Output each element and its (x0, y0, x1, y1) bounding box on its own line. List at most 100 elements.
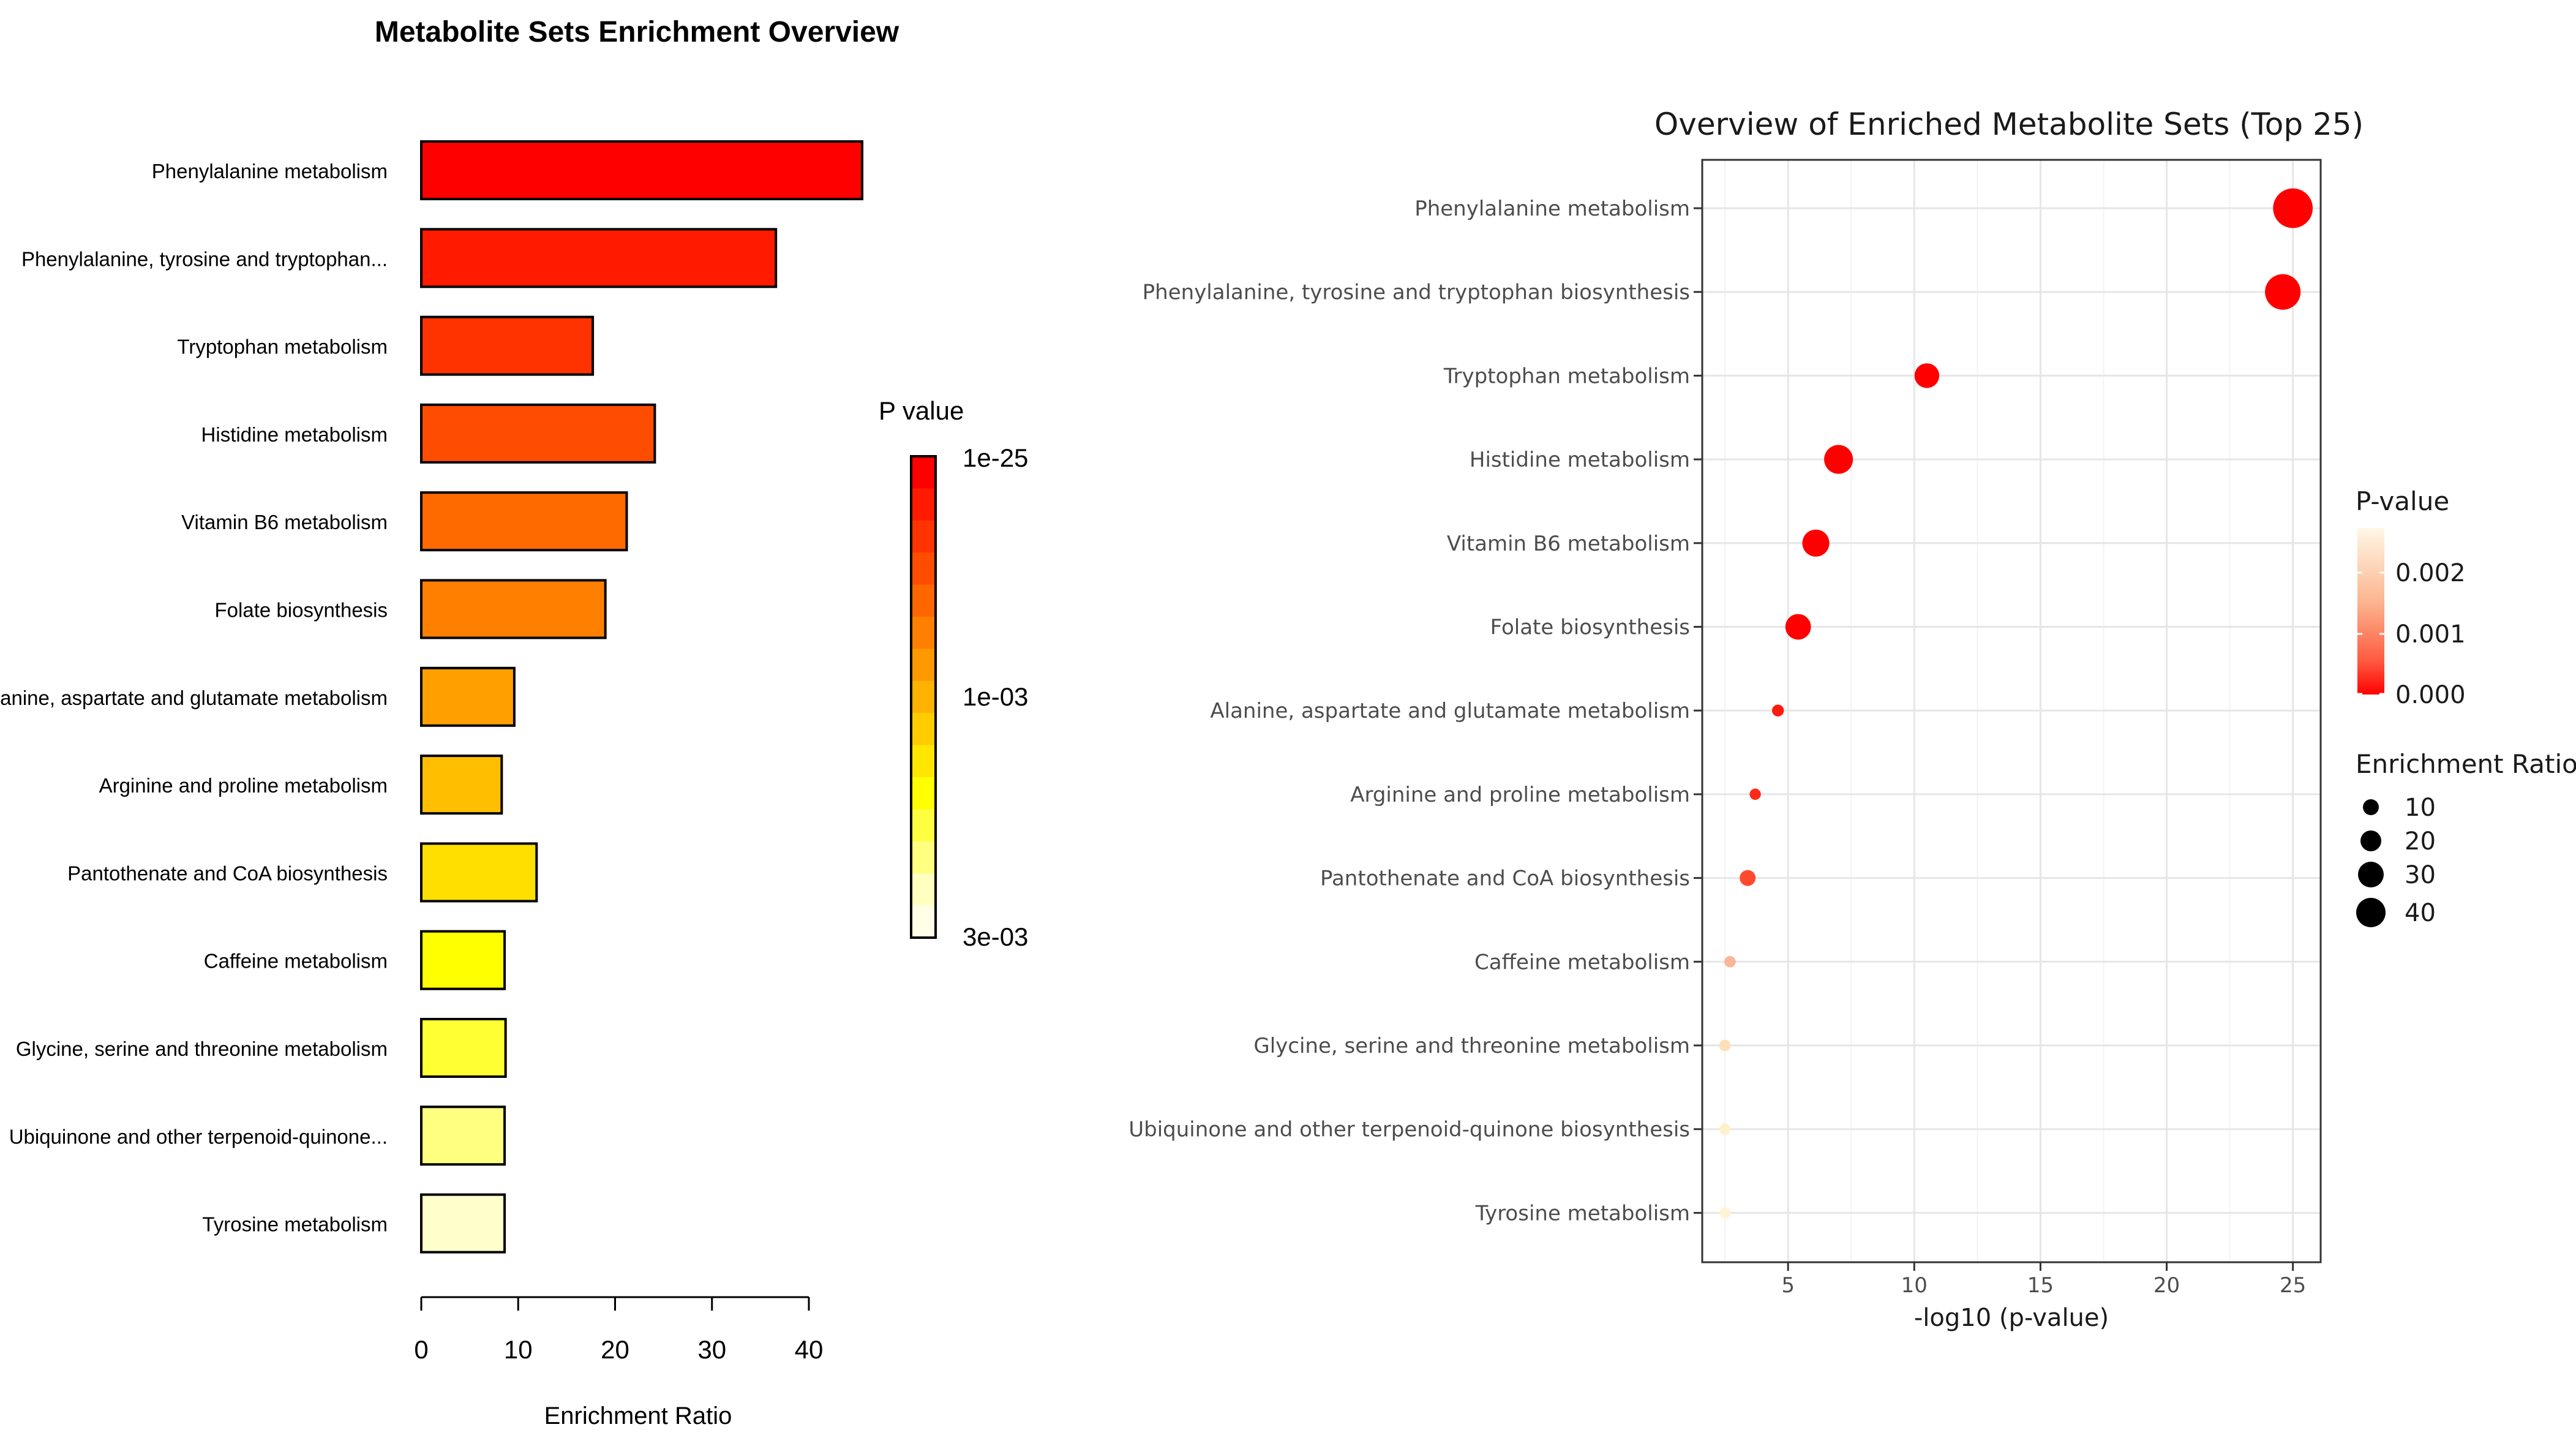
right-category-label: Alanine, aspartate and glutamate metabol… (1210, 699, 1690, 723)
right-category-label: Glycine, serine and threonine metabolism (1253, 1034, 1690, 1058)
right-point (1724, 955, 1736, 968)
right-point (1914, 363, 1940, 388)
left-colorbar-label-bottom: 3e-03 (963, 922, 1028, 951)
left-colorbar-segment (911, 777, 936, 810)
left-category-label: Ubiquinone and other terpenoid-quinone..… (9, 1125, 388, 1148)
right-point (1824, 445, 1853, 474)
left-category-label: Phenylalanine, tyrosine and tryptophan..… (21, 247, 388, 270)
right-pvalue-colorbar (2357, 528, 2384, 695)
left-bar (420, 1105, 506, 1166)
left-colorbar-segment (911, 649, 936, 682)
left-colorbar-segment (911, 809, 936, 842)
left-chart-title: Metabolite Sets Enrichment Overview (375, 16, 899, 48)
right-pvalue-label: 0.000 (2395, 681, 2466, 709)
right-points (1719, 188, 2313, 1219)
right-x-tick-label: 20 (2154, 1273, 2180, 1298)
right-size-legend-dot (2358, 862, 2384, 887)
left-category-label: Alanine, aspartate and glutamate metabol… (0, 687, 388, 709)
left-category-label: Tryptophan metabolism (177, 336, 388, 358)
left-bar (420, 140, 864, 200)
right-size-legend-dot (2360, 830, 2381, 851)
right-category-label: Histidine metabolism (1470, 448, 1690, 472)
right-chart-title: Overview of Enriched Metabolite Sets (To… (1654, 107, 2364, 142)
right-dot-plot: Overview of Enriched Metabolite Sets (To… (1128, 107, 2576, 1332)
left-category-label: Caffeine metabolism (204, 950, 388, 973)
right-point (1771, 704, 1784, 717)
right-point (1785, 614, 1811, 640)
left-category-label: Phenylalanine metabolism (152, 160, 388, 183)
left-colorbar-segment (911, 456, 936, 489)
right-point (1719, 1207, 1731, 1219)
left-category-label: Tyrosine metabolism (202, 1213, 388, 1236)
left-x-tick-label: 20 (601, 1335, 629, 1364)
left-colorbar (910, 455, 937, 939)
right-point (1719, 1123, 1731, 1135)
right-pvalue-label: 0.001 (2395, 620, 2466, 649)
right-size-legend-title: Enrichment Ratio (2356, 749, 2576, 779)
right-category-label: Ubiquinone and other terpenoid-quinone b… (1128, 1118, 1690, 1142)
right-size-legend-label: 10 (2405, 794, 2436, 822)
right-category-label: Phenylalanine, tyrosine and tryptophan b… (1143, 280, 1690, 305)
right-point (1802, 529, 1830, 557)
left-colorbar-segment (911, 552, 936, 585)
right-x-tick-label: 5 (1781, 1273, 1795, 1298)
left-bar (420, 491, 628, 552)
left-category-label: Histidine metabolism (201, 423, 388, 446)
right-category-label: Arginine and proline metabolism (1350, 783, 1690, 807)
left-x-tick-label: 40 (795, 1335, 824, 1364)
left-category-label: Folate biosynthesis (215, 599, 388, 622)
right-point (2273, 188, 2313, 228)
right-size-legend-label: 40 (2405, 899, 2436, 927)
left-bar (420, 666, 516, 727)
left-x-tick-label: 0 (414, 1335, 428, 1364)
left-bar (420, 930, 506, 990)
right-x-tick-label: 10 (1901, 1273, 1928, 1298)
right-size-legend-dot (2363, 799, 2379, 815)
left-category-label: Glycine, serine and threonine metabolism (16, 1037, 388, 1060)
left-bar (420, 403, 656, 464)
left-x-ticks: 0 10 20 30 40 (414, 1297, 823, 1364)
right-x-tick-label: 25 (2280, 1273, 2306, 1298)
left-bar (420, 755, 503, 815)
right-size-legend: 10 20 30 40 (2356, 794, 2436, 927)
left-colorbar-segment (911, 584, 936, 617)
right-pvalue-legend-title: P-value (2356, 486, 2449, 516)
left-bar (420, 842, 538, 903)
left-x-axis-label: Enrichment Ratio (544, 1402, 732, 1429)
right-size-legend-dot (2356, 898, 2386, 927)
right-category-label: Vitamin B6 metabolism (1447, 532, 1690, 556)
right-category-label: Folate biosynthesis (1490, 615, 1690, 640)
left-bar-chart: Metabolite Sets Enrichment Overview Phen… (0, 16, 1028, 1429)
left-colorbar-segment (911, 905, 936, 938)
right-point (1740, 870, 1756, 886)
left-colorbar-label-top: 1e-25 (963, 443, 1028, 472)
right-category-label: Tryptophan metabolism (1443, 364, 1690, 388)
left-colorbar-segment (911, 680, 936, 713)
right-pvalue-label: 0.002 (2395, 559, 2466, 587)
left-colorbar-segment (911, 520, 936, 553)
left-colorbar-segment (911, 713, 936, 746)
right-x-tick-label: 15 (2027, 1273, 2054, 1298)
left-colorbar-segment (911, 841, 936, 874)
left-bar (420, 1018, 507, 1078)
right-size-legend-label: 30 (2405, 861, 2436, 889)
right-x-ticks: 5 10 15 20 25 (1781, 1262, 2306, 1298)
right-point (1749, 788, 1761, 800)
right-size-legend-label: 20 (2405, 827, 2436, 856)
left-category-label: Vitamin B6 metabolism (181, 511, 388, 533)
right-point (1719, 1039, 1731, 1052)
left-bars (420, 140, 864, 1254)
left-colorbar-label-mid: 1e-03 (963, 682, 1028, 711)
left-colorbar-segment (911, 617, 936, 649)
left-bar (420, 228, 778, 288)
left-category-labels: Phenylalanine metabolism Phenylalanine, t… (0, 160, 388, 1236)
right-category-label: Pantothenate and CoA biosynthesis (1320, 867, 1690, 891)
left-colorbar-title: P value (879, 396, 964, 425)
left-colorbar-segment (911, 488, 936, 521)
right-category-labels: Phenylalanine metabolism Phenylalanine, t… (1128, 197, 1702, 1225)
right-x-axis-label: -log10 (p-value) (1914, 1304, 2109, 1332)
left-bar (420, 579, 607, 639)
left-bar (420, 315, 595, 376)
left-colorbar-segment (911, 873, 936, 906)
